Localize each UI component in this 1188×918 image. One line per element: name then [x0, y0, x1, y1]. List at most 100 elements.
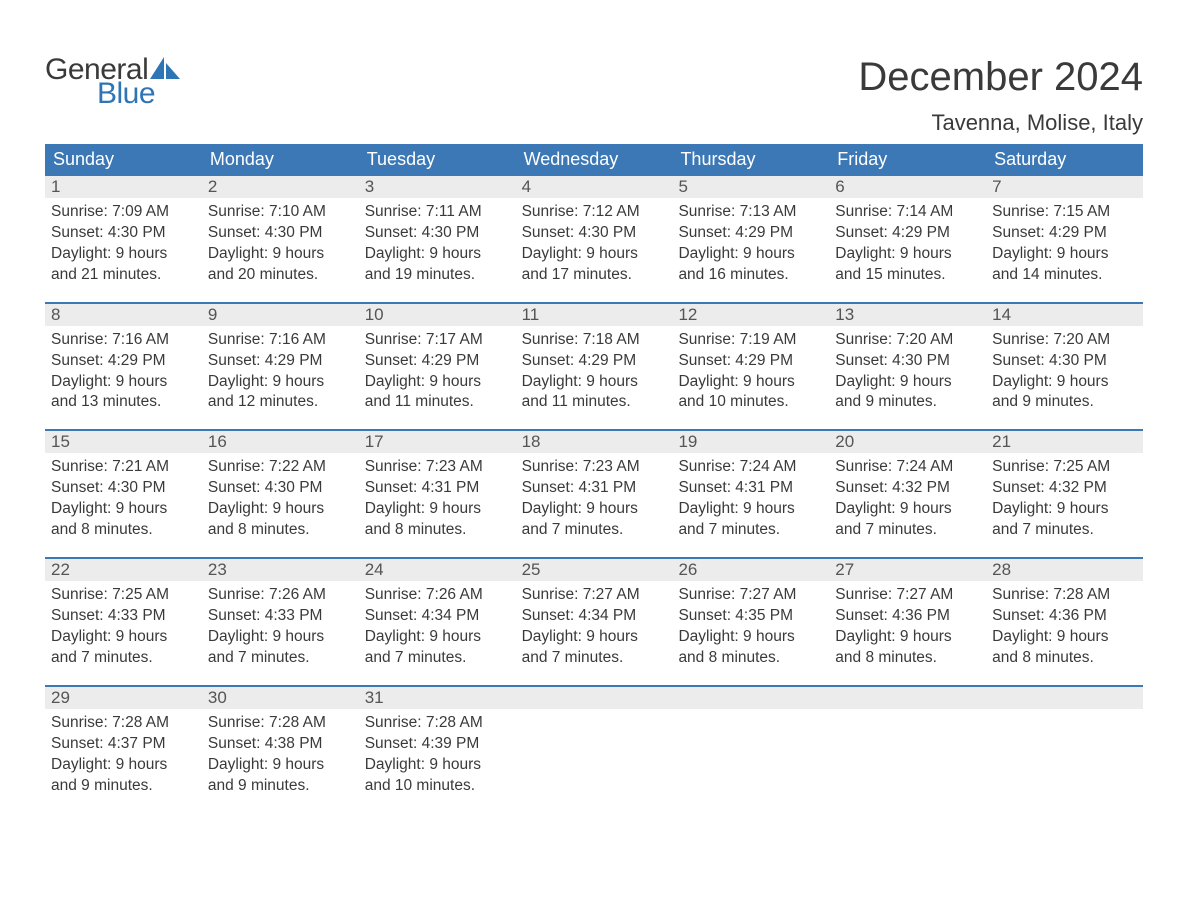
day-cell: Sunrise: 7:14 AMSunset: 4:29 PMDaylight:… — [829, 198, 986, 302]
daylight-line-2: and 14 minutes. — [992, 265, 1137, 286]
sunrise-line: Sunrise: 7:20 AM — [992, 330, 1137, 351]
sunset-line: Sunset: 4:33 PM — [51, 606, 196, 627]
daylight-line-1: Daylight: 9 hours — [522, 499, 667, 520]
day-number-row: 891011121314 — [45, 302, 1143, 326]
day-number: 14 — [986, 304, 1143, 326]
sunset-line: Sunset: 4:30 PM — [51, 478, 196, 499]
daylight-line-2: and 9 minutes. — [51, 776, 196, 797]
daylight-line-1: Daylight: 9 hours — [522, 627, 667, 648]
daylight-line-2: and 17 minutes. — [522, 265, 667, 286]
day-cell — [672, 709, 829, 813]
day-number: 11 — [516, 304, 673, 326]
daylight-line-2: and 7 minutes. — [51, 648, 196, 669]
day-cell: Sunrise: 7:25 AMSunset: 4:33 PMDaylight:… — [45, 581, 202, 685]
day-cell: Sunrise: 7:26 AMSunset: 4:34 PMDaylight:… — [359, 581, 516, 685]
day-body: Sunrise: 7:22 AMSunset: 4:30 PMDaylight:… — [202, 453, 359, 557]
weekday-header: Wednesday — [516, 144, 673, 176]
day-number: 13 — [829, 304, 986, 326]
day-number-row: 293031 — [45, 685, 1143, 709]
sunrise-line: Sunrise: 7:27 AM — [835, 585, 980, 606]
location-label: Tavenna, Molise, Italy — [858, 110, 1143, 136]
day-body: Sunrise: 7:23 AMSunset: 4:31 PMDaylight:… — [516, 453, 673, 557]
daylight-line-1: Daylight: 9 hours — [208, 372, 353, 393]
week-body-row: Sunrise: 7:16 AMSunset: 4:29 PMDaylight:… — [45, 326, 1143, 430]
sunrise-line: Sunrise: 7:25 AM — [51, 585, 196, 606]
daylight-line-1: Daylight: 9 hours — [522, 372, 667, 393]
daylight-line-1: Daylight: 9 hours — [365, 499, 510, 520]
sunrise-line: Sunrise: 7:14 AM — [835, 202, 980, 223]
weekday-header: Tuesday — [359, 144, 516, 176]
week-body-row: Sunrise: 7:28 AMSunset: 4:37 PMDaylight:… — [45, 709, 1143, 813]
sunrise-line: Sunrise: 7:21 AM — [51, 457, 196, 478]
sunset-line: Sunset: 4:32 PM — [992, 478, 1137, 499]
day-body: Sunrise: 7:26 AMSunset: 4:33 PMDaylight:… — [202, 581, 359, 685]
daylight-line-2: and 12 minutes. — [208, 392, 353, 413]
day-body: Sunrise: 7:19 AMSunset: 4:29 PMDaylight:… — [672, 326, 829, 430]
day-body: Sunrise: 7:27 AMSunset: 4:35 PMDaylight:… — [672, 581, 829, 685]
day-body: Sunrise: 7:28 AMSunset: 4:36 PMDaylight:… — [986, 581, 1143, 685]
daylight-line-2: and 9 minutes. — [835, 392, 980, 413]
sunset-line: Sunset: 4:35 PM — [678, 606, 823, 627]
day-number-row: 22232425262728 — [45, 557, 1143, 581]
sunrise-line: Sunrise: 7:15 AM — [992, 202, 1137, 223]
sunrise-line: Sunrise: 7:27 AM — [522, 585, 667, 606]
day-number: 25 — [516, 559, 673, 581]
day-body: Sunrise: 7:14 AMSunset: 4:29 PMDaylight:… — [829, 198, 986, 302]
sunrise-line: Sunrise: 7:24 AM — [678, 457, 823, 478]
daylight-line-2: and 19 minutes. — [365, 265, 510, 286]
daylight-line-1: Daylight: 9 hours — [992, 627, 1137, 648]
day-body: Sunrise: 7:27 AMSunset: 4:36 PMDaylight:… — [829, 581, 986, 685]
sunset-line: Sunset: 4:31 PM — [522, 478, 667, 499]
day-cell: Sunrise: 7:13 AMSunset: 4:29 PMDaylight:… — [672, 198, 829, 302]
day-cell: Sunrise: 7:15 AMSunset: 4:29 PMDaylight:… — [986, 198, 1143, 302]
day-body: Sunrise: 7:28 AMSunset: 4:38 PMDaylight:… — [202, 709, 359, 813]
day-cell: Sunrise: 7:21 AMSunset: 4:30 PMDaylight:… — [45, 453, 202, 557]
day-cell — [829, 709, 986, 813]
sunrise-line: Sunrise: 7:28 AM — [51, 713, 196, 734]
sunrise-line: Sunrise: 7:28 AM — [208, 713, 353, 734]
day-cell: Sunrise: 7:27 AMSunset: 4:34 PMDaylight:… — [516, 581, 673, 685]
day-cell: Sunrise: 7:28 AMSunset: 4:39 PMDaylight:… — [359, 709, 516, 813]
day-cell: Sunrise: 7:23 AMSunset: 4:31 PMDaylight:… — [516, 453, 673, 557]
daylight-line-2: and 16 minutes. — [678, 265, 823, 286]
daylight-line-2: and 8 minutes. — [835, 648, 980, 669]
sunrise-line: Sunrise: 7:24 AM — [835, 457, 980, 478]
day-number: 3 — [359, 176, 516, 198]
sunset-line: Sunset: 4:29 PM — [992, 223, 1137, 244]
day-body: Sunrise: 7:16 AMSunset: 4:29 PMDaylight:… — [202, 326, 359, 430]
day-number: 30 — [202, 687, 359, 709]
day-cell: Sunrise: 7:16 AMSunset: 4:29 PMDaylight:… — [202, 326, 359, 430]
day-cell: Sunrise: 7:22 AMSunset: 4:30 PMDaylight:… — [202, 453, 359, 557]
daylight-line-2: and 7 minutes. — [678, 520, 823, 541]
page-title: December 2024 — [858, 55, 1143, 100]
day-cell — [516, 709, 673, 813]
weekday-header: Monday — [202, 144, 359, 176]
brand-logo: General Blue — [45, 55, 180, 109]
daylight-line-1: Daylight: 9 hours — [365, 244, 510, 265]
daylight-line-1: Daylight: 9 hours — [992, 244, 1137, 265]
daylight-line-2: and 10 minutes. — [365, 776, 510, 797]
day-number: 17 — [359, 431, 516, 453]
daylight-line-1: Daylight: 9 hours — [365, 755, 510, 776]
day-body: Sunrise: 7:17 AMSunset: 4:29 PMDaylight:… — [359, 326, 516, 430]
title-block: December 2024 Tavenna, Molise, Italy — [858, 55, 1143, 136]
sunset-line: Sunset: 4:37 PM — [51, 734, 196, 755]
sunset-line: Sunset: 4:30 PM — [992, 351, 1137, 372]
daylight-line-1: Daylight: 9 hours — [835, 499, 980, 520]
daylight-line-2: and 8 minutes. — [208, 520, 353, 541]
day-number: 29 — [45, 687, 202, 709]
daylight-line-1: Daylight: 9 hours — [208, 627, 353, 648]
sunset-line: Sunset: 4:29 PM — [835, 223, 980, 244]
day-number — [672, 687, 829, 709]
day-body: Sunrise: 7:24 AMSunset: 4:32 PMDaylight:… — [829, 453, 986, 557]
daylight-line-2: and 8 minutes. — [51, 520, 196, 541]
sunset-line: Sunset: 4:30 PM — [51, 223, 196, 244]
daylight-line-1: Daylight: 9 hours — [835, 627, 980, 648]
daylight-line-2: and 9 minutes. — [208, 776, 353, 797]
sunrise-line: Sunrise: 7:13 AM — [678, 202, 823, 223]
day-cell: Sunrise: 7:10 AMSunset: 4:30 PMDaylight:… — [202, 198, 359, 302]
sunrise-line: Sunrise: 7:28 AM — [365, 713, 510, 734]
day-body: Sunrise: 7:20 AMSunset: 4:30 PMDaylight:… — [829, 326, 986, 430]
sunset-line: Sunset: 4:30 PM — [365, 223, 510, 244]
day-body: Sunrise: 7:23 AMSunset: 4:31 PMDaylight:… — [359, 453, 516, 557]
